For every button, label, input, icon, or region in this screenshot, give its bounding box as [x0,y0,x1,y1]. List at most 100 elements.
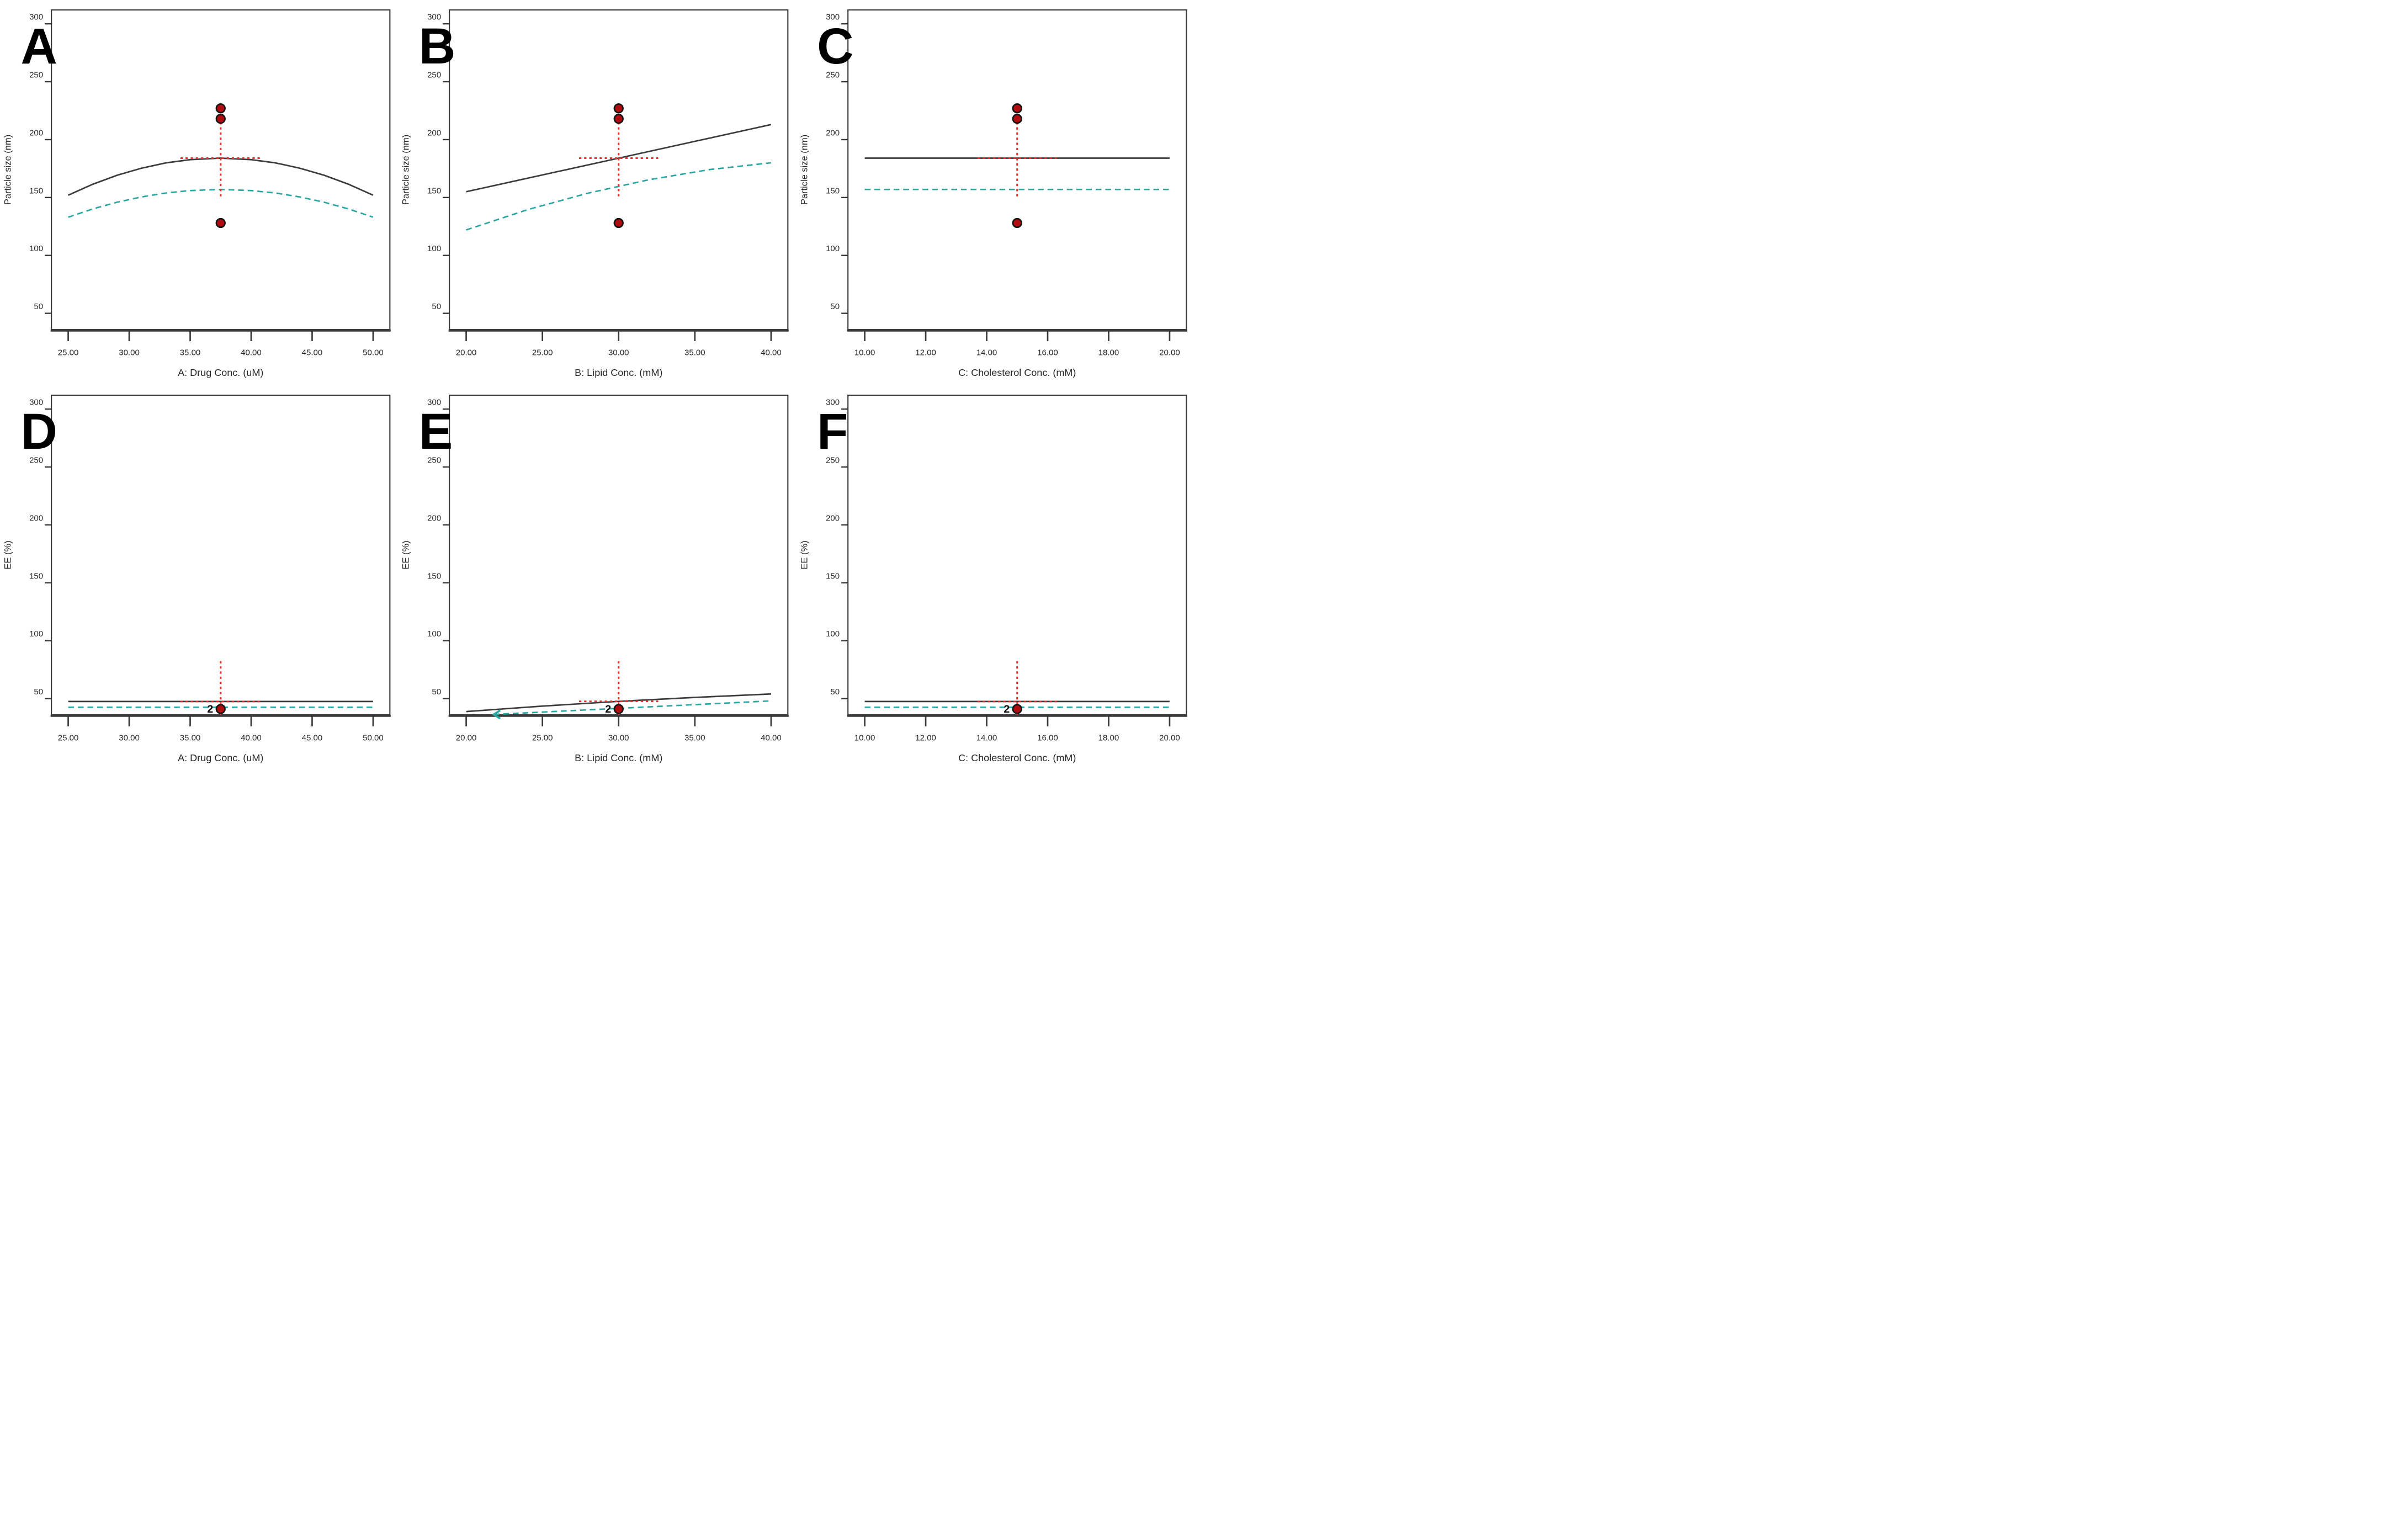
y-tick-label: 50 [34,302,43,311]
crosshair [977,660,1057,715]
panel-c-letter: C [817,18,853,75]
y-axis: 50 100 150 200 250 300 Particle size (nm) [401,13,450,314]
y-tick-label: 100 [826,244,840,253]
y-tick-label: 250 [826,455,840,465]
y-axis-title: EE (%) [799,540,809,569]
x-tick-label: 12.00 [915,733,936,742]
x-tick-label: 25.00 [532,733,553,742]
y-tick-label: 100 [29,629,43,639]
y-axis-title: Particle size (nm) [3,135,13,205]
y-tick-label: 200 [826,128,840,137]
x-axis: 20.00 25.00 30.00 35.00 40.00 B: Lipid Conc. … [456,715,782,763]
x-tick-label: 20.00 [1159,733,1180,742]
point-count-label: 2 [1004,703,1010,715]
x-tick-label: 20.00 [1159,348,1180,358]
panel-b-letter: B [418,18,455,75]
panel-d-letter: D [20,403,57,460]
x-tick-label: 18.00 [1098,348,1119,358]
y-tick-label: 250 [826,71,840,80]
x-tick-label: 14.00 [976,733,997,742]
design-point [215,114,226,124]
y-tick-label: 200 [29,513,43,523]
y-tick-label: 150 [29,571,43,581]
y-tick-label: 150 [826,571,840,581]
y-tick-label: 300 [29,397,43,407]
x-tick-label: 20.00 [456,348,477,358]
y-tick-label: 200 [427,513,441,523]
x-tick-label: 50.00 [363,733,384,742]
panel-a-letter: A [20,18,57,75]
point-count-label: 2 [606,703,612,715]
x-axis-title: A: Drug Conc. (uM) [178,752,263,763]
chart-a-svg: 50 100 150 200 250 300 Particle size (nm) 25.00… [3,9,391,378]
x-tick-label: 35.00 [684,348,705,358]
y-axis-title: Particle size (nm) [401,135,411,205]
chart-b-svg: 50 100 150 200 250 300 Particle size (nm) 20.00… [401,9,789,378]
y-tick-label: 150 [29,186,43,195]
design-points: 2 [1004,703,1022,715]
x-tick-label: 10.00 [854,348,875,358]
y-tick-label: 300 [427,13,441,22]
x-axis: 25.00 30.00 35.00 40.00 45.00 50.00 A: Drug Co… [58,715,384,763]
x-tick-label: 20.00 [456,733,477,742]
x-axis: 20.00 25.00 30.00 35.00 40.00 B: Lipid Conc. … [456,330,782,378]
design-points: 2 [606,703,624,715]
y-tick-label: 100 [826,629,840,639]
design-point [1012,217,1022,229]
design-point [1012,103,1022,114]
design-point [215,103,226,114]
y-tick-label: 50 [830,687,840,697]
y-axis: 50 100 150 200 250 300 Particle size (nm) [799,13,848,314]
y-tick-label: 300 [427,397,441,407]
x-tick-label: 50.00 [363,348,384,358]
x-tick-label: 35.00 [180,348,201,358]
x-tick-label: 30.00 [608,348,629,358]
series-particle-size-band-dashed [466,162,772,231]
x-tick-label: 10.00 [854,733,875,742]
figure-grid: A 50 100 150 200 250 300 Particle size (nm) 25.… [0,0,1194,770]
y-axis: 50 100 150 200 250 300 EE (%) [401,397,450,699]
design-points [215,103,226,229]
x-tick-label: 16.00 [1037,348,1058,358]
x-tick-label: 40.00 [241,348,262,358]
series-ee-prediction-solid [466,693,772,712]
panel-d: D 50 100 150 200 250 300 EE (%) 25.00 30.00 35.00… [0,385,399,770]
crosshair [579,122,659,197]
x-tick-label: 12.00 [915,348,936,358]
design-points [1012,103,1022,229]
design-point [1012,703,1022,714]
design-point [613,217,624,229]
y-tick-label: 100 [29,244,43,253]
x-tick-label: 25.00 [58,733,79,742]
x-tick-label: 40.00 [761,733,782,742]
y-tick-label: 150 [427,186,441,195]
y-tick-label: 150 [826,186,840,195]
design-point [215,703,226,714]
y-tick-label: 300 [29,13,43,22]
panel-a: A 50 100 150 200 250 300 Particle size (nm) 25.… [0,0,399,385]
x-tick-label: 25.00 [532,348,553,358]
x-tick-label: 16.00 [1037,733,1058,742]
y-tick-label: 250 [29,71,43,80]
y-tick-label: 50 [432,302,442,311]
x-tick-label: 45.00 [302,348,323,358]
x-axis-title: B: Lipid Conc. (mM) [575,752,662,763]
design-point [613,114,624,124]
series [68,700,373,708]
x-axis: 25.00 30.00 35.00 40.00 45.00 50.00 A: Drug Co… [58,330,384,378]
x-axis-title: C: Cholesterol Conc. (mM) [958,367,1076,378]
y-tick-label: 100 [427,629,441,639]
y-tick-label: 200 [427,128,441,137]
y-tick-label: 50 [830,302,840,311]
panel-b: B 50 100 150 200 250 300 Particle size (nm) 20.… [398,0,797,385]
y-tick-label: 300 [826,13,840,22]
x-tick-label: 40.00 [241,733,262,742]
panel-e-letter: E [418,403,453,460]
x-axis: 10.00 12.00 14.00 16.00 18.00 20.00 C: Cholest… [854,330,1180,378]
panel-f: F 50 100 150 200 250 300 EE (%) 10.00 12.00 14.00… [796,385,1194,770]
y-tick-label: 250 [427,455,441,465]
design-point [613,103,624,114]
x-tick-label: 30.00 [608,733,629,742]
y-axis-title: Particle size (nm) [799,135,809,205]
crosshair [579,660,659,715]
